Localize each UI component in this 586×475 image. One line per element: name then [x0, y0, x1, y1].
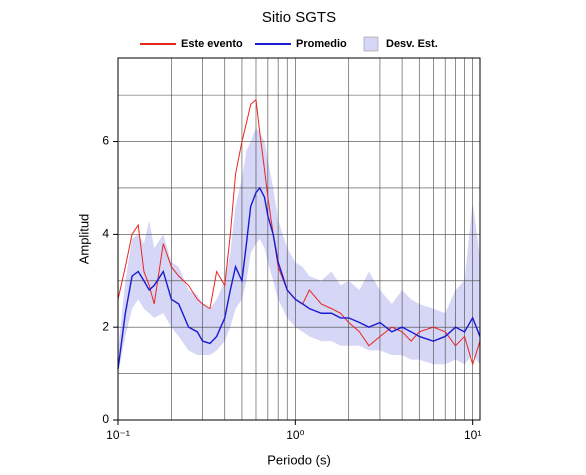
series-line: [117, 186, 481, 370]
legend-label: Este evento: [181, 38, 243, 50]
y-axis-label: Amplitud: [76, 214, 91, 265]
y-tick-label: 0: [102, 412, 109, 426]
x-axis-label: Periodo (s): [267, 452, 331, 467]
x-tick-label: 10¹: [464, 428, 481, 442]
series-line: [117, 98, 481, 367]
legend-swatch: [363, 36, 379, 52]
x-tick-label: 10⁻¹: [106, 428, 130, 442]
legend-label: Promedio: [296, 38, 347, 50]
legend-label: Desv. Est.: [386, 38, 438, 50]
x-tick-label: 10⁰: [286, 428, 304, 442]
plot-frame: [117, 57, 481, 421]
std-band: [118, 127, 480, 374]
y-tick-label: 6: [102, 134, 109, 148]
chart-title: Sitio SGTS: [262, 9, 336, 26]
y-tick-label: 4: [102, 227, 109, 241]
y-tick-label: 2: [102, 319, 109, 333]
